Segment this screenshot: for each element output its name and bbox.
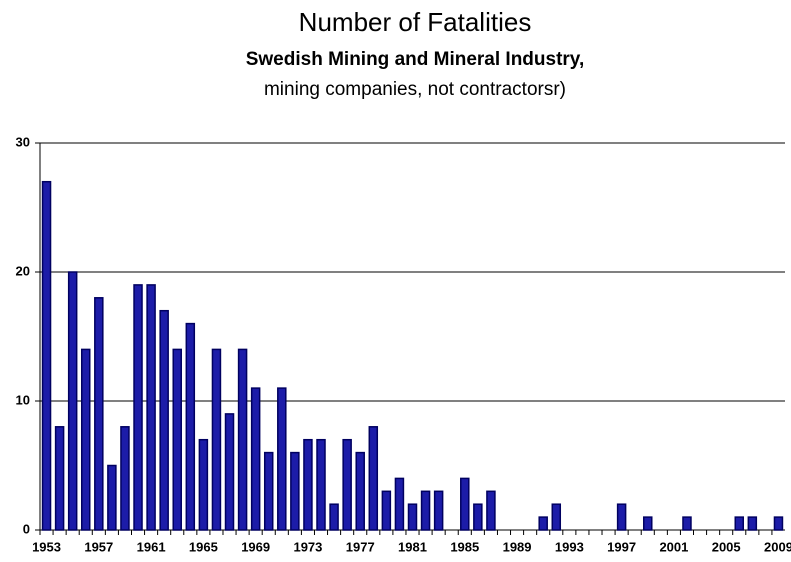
y-tick-label: 10 — [16, 392, 30, 407]
bar — [146, 284, 156, 531]
bar — [355, 451, 365, 531]
x-tick-label: 1973 — [293, 539, 322, 554]
x-tick-label: 1953 — [32, 539, 61, 554]
bar — [473, 503, 483, 531]
chart-subtitle: Swedish Mining and Mineral Industry, — [246, 49, 585, 70]
bar — [159, 309, 169, 531]
x-tick-label: 1965 — [189, 539, 218, 554]
bar — [290, 451, 300, 531]
bar — [616, 503, 627, 531]
bar — [237, 348, 248, 531]
x-tick-label: 1981 — [398, 539, 427, 554]
bar — [303, 438, 313, 531]
bar — [394, 477, 405, 531]
bar — [342, 438, 352, 531]
bar — [551, 503, 562, 531]
x-tick-label: 1997 — [607, 539, 636, 554]
bar — [643, 516, 653, 531]
bar — [120, 426, 130, 531]
bar — [80, 348, 91, 531]
bar — [460, 477, 470, 531]
bar — [420, 490, 431, 531]
x-tick-label: 2009 — [764, 539, 791, 554]
bar — [368, 426, 379, 531]
bar — [250, 387, 261, 531]
bar — [381, 490, 392, 531]
x-tick-label: 1969 — [241, 539, 270, 554]
x-tick-label: 2005 — [712, 539, 741, 554]
bar — [198, 438, 209, 531]
bar — [94, 297, 104, 531]
x-tick-label: 1957 — [84, 539, 113, 554]
bar — [682, 516, 692, 531]
bar — [211, 348, 222, 531]
x-tick-label: 1961 — [137, 539, 166, 554]
x-tick-label: 1993 — [555, 539, 584, 554]
y-tick-label: 20 — [16, 263, 30, 278]
chart-title: Number of Fatalities — [299, 7, 532, 37]
x-tick-label: 1985 — [450, 539, 479, 554]
bar — [538, 516, 548, 531]
bar — [185, 322, 196, 531]
bar — [329, 503, 339, 531]
bar — [773, 516, 784, 531]
bar — [133, 284, 143, 531]
bar — [316, 438, 326, 531]
bar — [67, 271, 78, 531]
y-tick-label: 30 — [16, 134, 30, 149]
bar — [277, 387, 287, 531]
bar — [486, 490, 496, 531]
x-tick-label: 1989 — [503, 539, 532, 554]
bar — [54, 426, 65, 531]
bar — [172, 348, 182, 531]
bar — [41, 180, 52, 531]
bar — [224, 413, 235, 531]
bar — [747, 516, 758, 531]
bar — [734, 516, 745, 531]
bar — [433, 490, 444, 531]
chart-note: mining companies, not contractorsr) — [264, 79, 566, 100]
x-tick-label: 1977 — [346, 539, 375, 554]
bar — [107, 464, 117, 531]
bar — [407, 503, 418, 531]
y-tick-label: 0 — [23, 521, 30, 536]
bar — [263, 451, 274, 531]
x-tick-label: 2001 — [659, 539, 688, 554]
